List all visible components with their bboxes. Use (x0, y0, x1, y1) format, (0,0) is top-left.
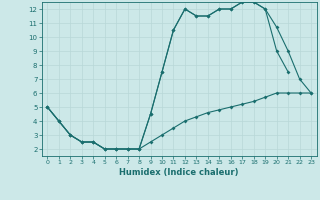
X-axis label: Humidex (Indice chaleur): Humidex (Indice chaleur) (119, 168, 239, 177)
